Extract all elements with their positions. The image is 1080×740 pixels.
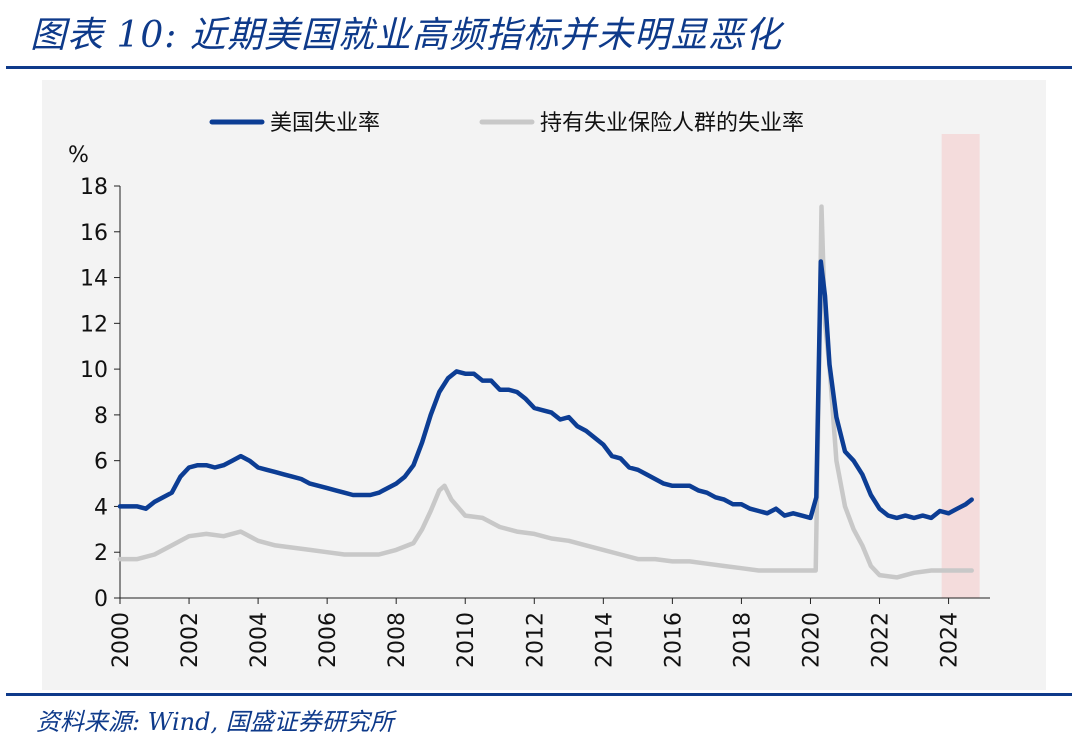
- legend-label: 美国失业率: [270, 111, 380, 136]
- legend-label: 持有失业保险人群的失业率: [540, 111, 804, 136]
- x-tick-label: 2008: [385, 612, 410, 668]
- y-tick-label: 0: [94, 587, 108, 612]
- x-tick-label: 2020: [799, 612, 824, 668]
- y-tick-label: 10: [80, 358, 108, 383]
- series-group: [117, 204, 974, 580]
- y-tick-label: 12: [80, 312, 108, 337]
- x-tick-label: 2010: [454, 612, 479, 668]
- chart-title: 图表 10: 近期美国就业高频指标并未明显恶化: [30, 15, 782, 56]
- source-note: 资料来源: Wind, 国盛证券研究所: [36, 708, 394, 736]
- footer-divider: [6, 693, 1072, 696]
- x-tick-label: 2022: [869, 612, 894, 668]
- y-tick-label: 18: [80, 175, 108, 200]
- y-tick-label: 8: [94, 404, 108, 429]
- y-tick-label: 14: [80, 267, 108, 292]
- y-tick-label: 16: [80, 221, 108, 246]
- axes: 0 2 4 6 8 10 12 14 16 18% 2000 2002 2004 2006 2008 2010…: [68, 143, 990, 668]
- x-tick-label: 2018: [730, 612, 755, 668]
- legend: 美国失业率 持有失业保险人群的失业率: [209, 111, 804, 136]
- y-tick-label: 2: [94, 541, 108, 566]
- y-tick-label: 6: [94, 450, 108, 475]
- y-tick-label: 4: [94, 495, 108, 520]
- series-line-insured-unemployment-rate: [117, 204, 974, 580]
- series-line-unemployment-rate: [117, 259, 974, 521]
- x-tick-label: 2000: [109, 612, 134, 668]
- unemployment-line-chart: 0 2 4 6 8 10 12 14 16 18% 2000 2002 2004 2006 2008 2010…: [68, 111, 990, 668]
- x-tick-label: 2014: [592, 612, 617, 668]
- x-tick-label: 2002: [178, 612, 203, 668]
- x-tick-label: 2016: [661, 612, 686, 668]
- x-tick-label: 2024: [938, 612, 963, 668]
- x-tick-label: 2012: [523, 612, 548, 668]
- x-tick-label: 2004: [247, 612, 272, 668]
- title-divider: [6, 66, 1072, 69]
- y-unit-label: %: [68, 143, 89, 168]
- chart-panel: 0 2 4 6 8 10 12 14 16 18% 2000 2002 2004 2006 2008 2010…: [42, 80, 1046, 690]
- x-tick-label: 2006: [316, 612, 341, 668]
- highlight-band: [941, 134, 980, 598]
